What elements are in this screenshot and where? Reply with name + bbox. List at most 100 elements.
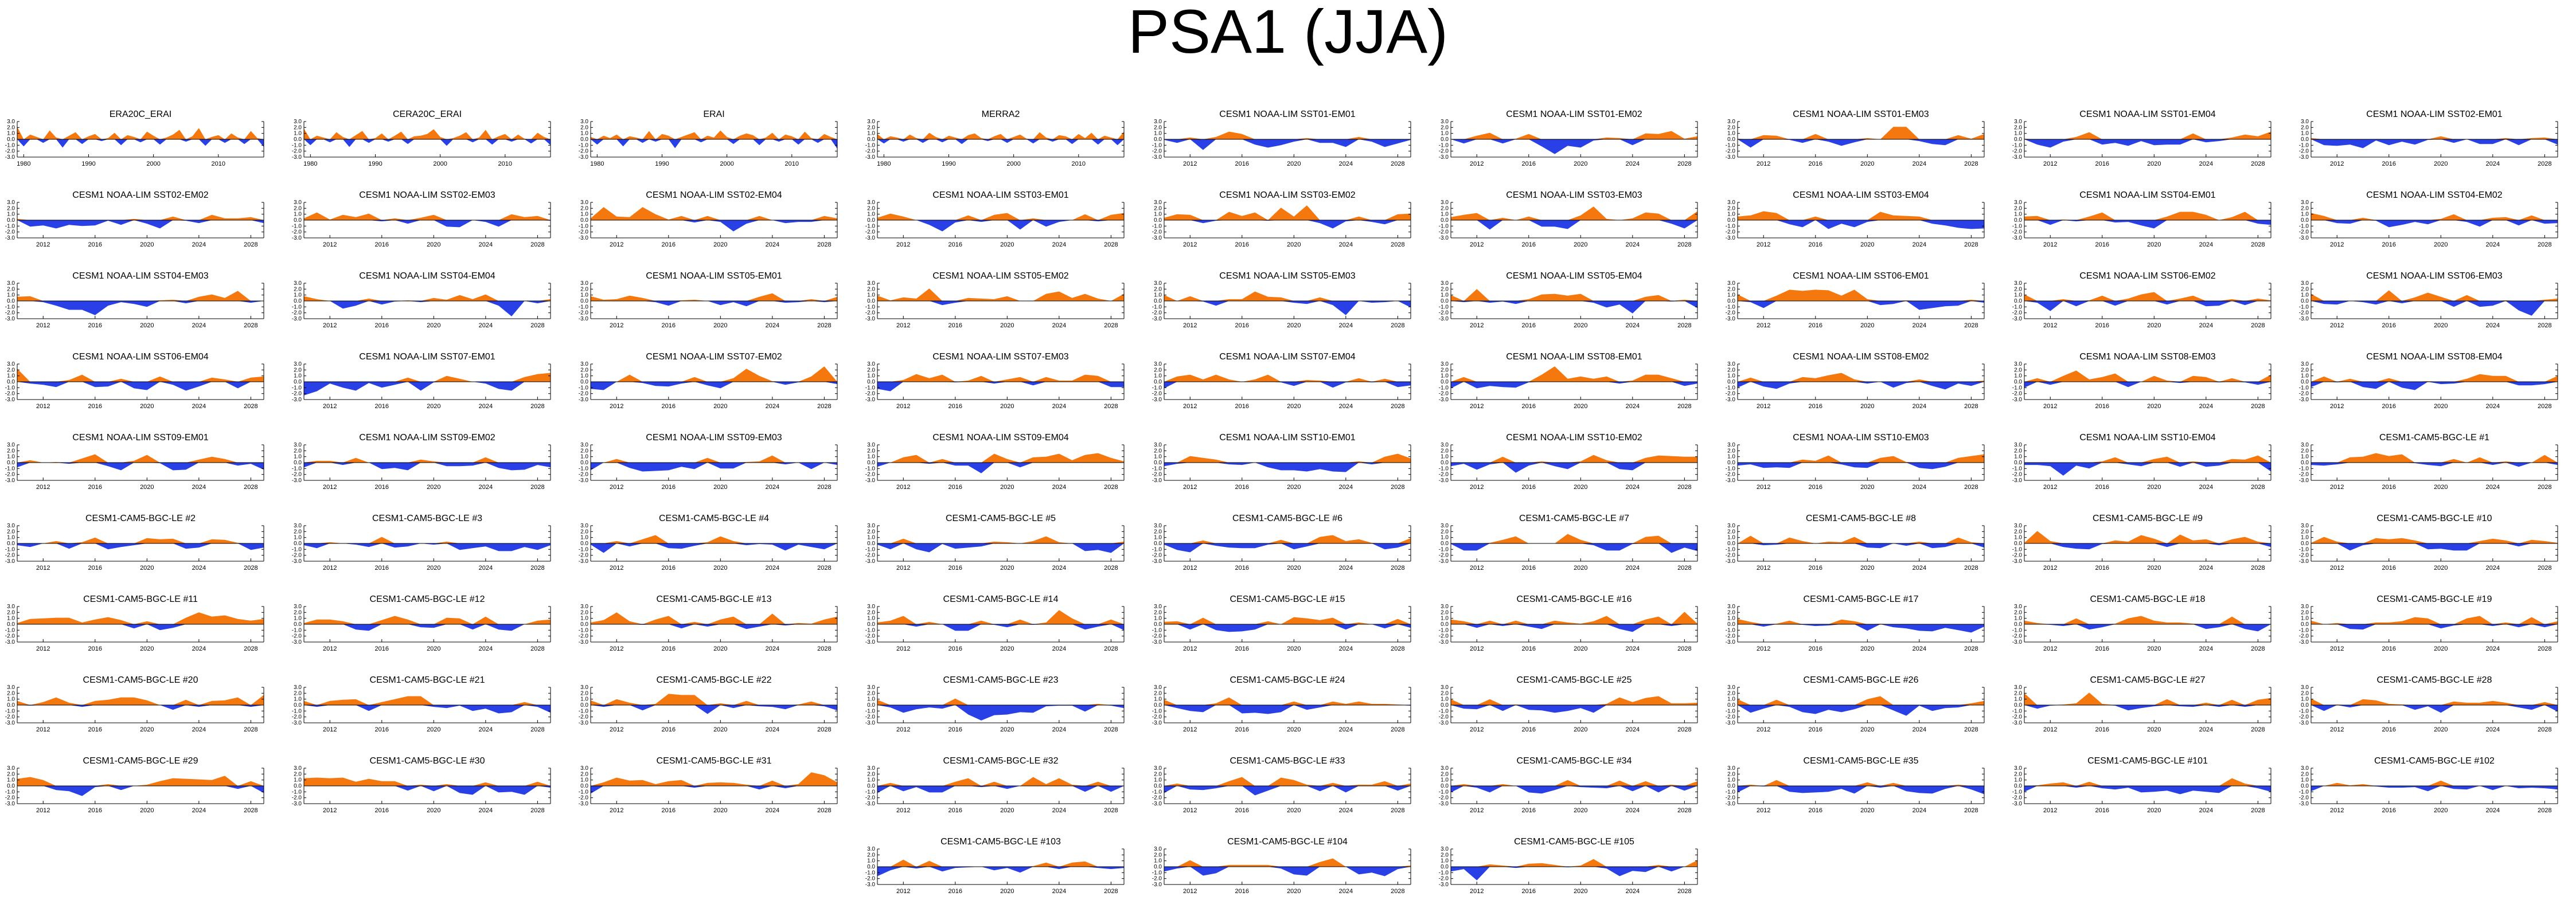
y-tick-label: 2.0 — [1441, 286, 1449, 292]
y-tick-label: 0.0 — [2301, 136, 2309, 143]
panel-27: CESM1 NOAA-LIM SST06-EM03 3.02.01.00.0-1.… — [2299, 271, 2558, 329]
positive-area — [1451, 366, 1697, 382]
panel-title: CESM1 NOAA-LIM SST05-EM03 — [1219, 271, 1356, 281]
x-tick-label: 2028 — [817, 645, 831, 652]
x-tick-label: 2012 — [1470, 645, 1484, 652]
panel-title: CESM1-CAM5-BGC-LE #10 — [2377, 514, 2492, 523]
y-tick-label: 3.0 — [2014, 765, 2022, 772]
x-tick-label: 2012 — [323, 726, 337, 733]
negative-area — [1738, 220, 1984, 229]
y-tick-label: 3.0 — [1441, 604, 1449, 610]
y-tick-label: -2.0 — [865, 229, 876, 236]
y-tick-label: -2.0 — [579, 148, 589, 155]
x-tick-label: 2000 — [146, 161, 160, 167]
x-tick-label: 2016 — [1522, 726, 1536, 733]
panel-title: ERAI — [703, 109, 724, 119]
y-tick-label: 2.0 — [1727, 205, 1735, 212]
y-tick-label: 1.0 — [1154, 373, 1162, 379]
y-tick-label: 3.0 — [2014, 119, 2022, 125]
x-tick-label: 2016 — [2095, 241, 2109, 248]
x-tick-label: 2020 — [140, 807, 154, 814]
y-tick-label: -2.0 — [1439, 553, 1449, 559]
y-tick-label: -2.0 — [1439, 472, 1449, 478]
x-tick-label: 2012 — [1757, 403, 1770, 410]
x-tick-label: 2012 — [2043, 726, 2057, 733]
y-tick-label: 3.0 — [2301, 119, 2309, 125]
y-tick-label: 3.0 — [2301, 523, 2309, 529]
positive-area — [17, 776, 264, 786]
y-tick-label: 1.0 — [580, 454, 588, 460]
x-tick-label: 2020 — [1860, 645, 1874, 652]
y-tick-label: 0.0 — [1441, 621, 1449, 628]
y-tick-label: 2.0 — [2301, 690, 2309, 696]
x-tick-label: 2024 — [2486, 241, 2500, 248]
x-tick-label: 2028 — [244, 241, 257, 248]
x-tick-label: 2012 — [2043, 645, 2057, 652]
x-tick-label: 2024 — [479, 322, 493, 329]
y-tick-label: 3.0 — [867, 604, 875, 610]
x-tick-label: 2028 — [2538, 161, 2551, 167]
negative-area — [591, 463, 837, 472]
y-tick-label: -1.0 — [2299, 708, 2309, 714]
negative-area — [2311, 705, 2558, 713]
y-tick-label: 0.0 — [1154, 783, 1162, 789]
y-tick-label: -2.0 — [1152, 229, 1162, 236]
panel-39: CESM1 NOAA-LIM SST09-EM03 3.02.01.00.0-1.… — [579, 433, 838, 491]
x-tick-label: 2012 — [896, 241, 910, 248]
y-tick-label: 3.0 — [2301, 604, 2309, 610]
y-tick-label: -2.0 — [1726, 148, 1736, 155]
x-tick-label: 2016 — [1809, 403, 1822, 410]
x-tick-label: 2028 — [2538, 484, 2551, 491]
x-tick-label: 2012 — [896, 807, 910, 814]
x-tick-label: 2016 — [2382, 726, 2396, 733]
panel-55: CESM1-CAM5-BGC-LE #11 3.02.01.00.0-1.0-2.… — [5, 594, 264, 652]
x-tick-label: 2028 — [1677, 484, 1691, 491]
x-tick-label: 2016 — [88, 403, 102, 410]
x-tick-label: 2020 — [2434, 807, 2448, 814]
positive-area — [2024, 455, 2271, 463]
panel-42: CESM1 NOAA-LIM SST10-EM02 3.02.01.00.0-1.… — [1439, 433, 1698, 491]
y-tick-label: 3.0 — [580, 765, 588, 772]
y-tick-label: -2.0 — [5, 148, 15, 155]
y-tick-label: -1.0 — [2012, 465, 2023, 472]
y-tick-label: -2.0 — [1726, 391, 1736, 397]
panel-title: CESM1-CAM5-BGC-LE #25 — [1517, 675, 1632, 685]
panel-24: CESM1 NOAA-LIM SST05-EM04 3.02.01.00.0-1.… — [1439, 271, 1698, 329]
x-tick-label: 2016 — [1809, 726, 1822, 733]
positive-area — [1164, 374, 1411, 382]
y-tick-label: 1.0 — [294, 535, 302, 541]
y-tick-label: -2.0 — [2012, 633, 2023, 640]
y-tick-label: -1.0 — [2012, 627, 2023, 633]
x-tick-label: 2012 — [1183, 565, 1197, 572]
x-tick-label: 2012 — [1183, 484, 1197, 491]
y-tick-label: -2.0 — [1726, 310, 1736, 316]
panel-25: CESM1 NOAA-LIM SST06-EM01 3.02.01.00.0-1.… — [1726, 271, 1985, 329]
y-tick-label: -3.0 — [2299, 720, 2309, 726]
y-tick-label: 0.0 — [867, 136, 875, 143]
x-tick-label: 2020 — [1574, 645, 1587, 652]
y-tick-label: 1.0 — [1154, 535, 1162, 541]
y-tick-label: 3.0 — [1441, 442, 1449, 448]
y-tick-label: 1.0 — [2301, 292, 2309, 299]
y-tick-label: -3.0 — [1439, 235, 1449, 241]
x-tick-label: 2012 — [1470, 565, 1484, 572]
x-tick-label: 2012 — [323, 807, 337, 814]
y-tick-label: -2.0 — [865, 391, 876, 397]
y-tick-label: -2.0 — [865, 633, 876, 640]
y-tick-label: 3.0 — [1727, 361, 1735, 367]
y-tick-label: -1.0 — [5, 304, 15, 310]
y-tick-label: 3.0 — [580, 280, 588, 287]
x-tick-label: 2020 — [427, 403, 440, 410]
y-tick-label: 0.0 — [867, 864, 875, 870]
x-tick-label: 2028 — [1391, 888, 1404, 895]
x-tick-label: 2024 — [192, 726, 206, 733]
x-tick-label: 2016 — [2095, 322, 2109, 329]
x-tick-label: 2016 — [1522, 161, 1536, 167]
x-tick-label: 2020 — [1574, 322, 1587, 329]
x-tick-label: 2012 — [323, 241, 337, 248]
y-tick-label: -3.0 — [579, 801, 589, 807]
x-tick-label: 2024 — [1052, 888, 1066, 895]
x-tick-label: 2024 — [1339, 484, 1353, 491]
x-tick-label: 2010 — [498, 161, 512, 167]
panel-title: ERA20C_ERAI — [110, 109, 172, 119]
